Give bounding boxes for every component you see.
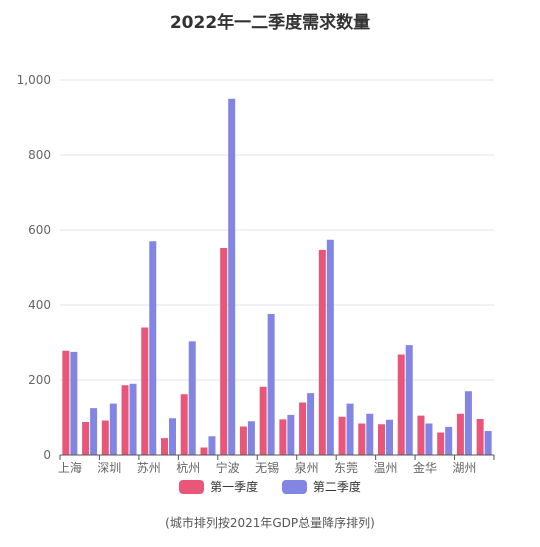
bar-series-2-东莞[interactable] [346, 403, 354, 455]
legend-swatch-series-2 [281, 479, 307, 494]
bar-series-1-东莞[interactable] [338, 416, 346, 455]
bar-series-2-宁波[interactable] [228, 98, 236, 455]
bar-series-2-广州[interactable] [129, 383, 137, 455]
y-axis-ticks: 0 200 400 600 800 1,000 [17, 73, 51, 462]
bar-series-1-金华[interactable] [417, 415, 425, 455]
bar-series-2-湖州[interactable] [464, 391, 472, 455]
bar-series-2-温州[interactable] [386, 419, 393, 455]
bar-series-1-深圳[interactable] [101, 420, 109, 456]
bar-series-2-青岛[interactable] [247, 421, 255, 455]
bar-series-1-泉州[interactable] [299, 402, 307, 456]
legend-item-series-2[interactable]: 第二季度 [281, 478, 361, 495]
x-tick-label: 苏州 [137, 461, 161, 475]
legend: 第一季度 第二季度 [0, 478, 540, 497]
bar-series-2-杭州[interactable] [188, 341, 196, 455]
y-tick-label: 1,000 [17, 73, 51, 87]
bar-series-1-长沙[interactable] [279, 419, 287, 455]
bar-series-1-无锡[interactable] [259, 386, 267, 455]
bar-series-1-苏州[interactable] [141, 327, 149, 456]
bar-series-1-厦门[interactable] [397, 354, 405, 456]
x-tick-label: 无锡 [255, 460, 279, 475]
bar-series-2-苏州[interactable] [149, 241, 157, 455]
y-tick-label: 0 [43, 448, 51, 462]
bar-series-2-无锡[interactable] [267, 314, 275, 455]
y-tick-label: 600 [28, 223, 51, 237]
bar-series-2-深圳[interactable] [109, 403, 117, 455]
bars [62, 98, 492, 456]
bar-series-2-北京[interactable] [90, 408, 98, 455]
bar-series-1-福州[interactable] [358, 423, 366, 456]
x-tick-label: 金华 [413, 460, 437, 475]
bar-series-2-金华[interactable] [425, 423, 433, 456]
bar-series-2-厦门[interactable] [405, 345, 413, 455]
bar-series-1-成都[interactable] [161, 438, 168, 455]
bar-series-1-南京[interactable] [200, 447, 208, 456]
x-tick-label: 温州 [373, 461, 397, 475]
bar-series-1-湖州[interactable] [456, 413, 464, 455]
bar-series-1-北京[interactable] [82, 422, 90, 455]
bar-series-2-长沙[interactable] [287, 414, 295, 455]
bar-series-1-杭州[interactable] [180, 394, 188, 455]
bar-series-1-宁波[interactable] [220, 248, 228, 455]
y-tick-label: 200 [28, 373, 51, 387]
bar-series-1-上海[interactable] [62, 350, 70, 455]
x-axis: 上海 深圳 苏州 杭州 宁波 无锡 泉州 东莞 温州 金华 湖州 [58, 454, 495, 475]
bar-series-2-合肥[interactable] [326, 239, 334, 455]
bar-series-1-嘉兴[interactable] [476, 419, 484, 455]
legend-swatch-series-1 [179, 479, 205, 494]
bar-series-1-青岛[interactable] [239, 426, 247, 456]
bar-series-2-徐州[interactable] [445, 426, 453, 455]
bar-series-2-南京[interactable] [208, 436, 216, 455]
y-tick-label: 400 [28, 298, 51, 312]
x-tick-label: 东莞 [334, 461, 358, 475]
chart-title: 2022年一二季度需求数量 [169, 13, 371, 33]
x-tick-label: 上海 [58, 460, 82, 475]
grid-lines [60, 79, 494, 381]
bar-series-2-嘉兴[interactable] [484, 431, 492, 455]
bar-series-1-徐州[interactable] [437, 432, 445, 456]
bar-series-2-上海[interactable] [70, 351, 78, 455]
x-tick-label: 杭州 [176, 460, 200, 475]
bar-series-2-泉州[interactable] [307, 393, 315, 455]
legend-item-series-1[interactable]: 第一季度 [179, 478, 258, 495]
bar-series-2-福州[interactable] [366, 413, 374, 455]
x-tick-label: 深圳 [97, 461, 121, 475]
x-tick-label: 宁波 [216, 460, 240, 475]
bar-series-1-温州[interactable] [378, 424, 385, 455]
legend-label-series-2: 第二季度 [312, 480, 361, 494]
bar-series-2-成都[interactable] [169, 418, 176, 455]
x-tick-label: 湖州 [452, 460, 476, 475]
bar-series-1-合肥[interactable] [318, 249, 326, 455]
x-tick-label: 泉州 [295, 461, 319, 475]
y-tick-label: 800 [28, 148, 51, 162]
legend-label-series-1: 第一季度 [210, 480, 259, 494]
bar-series-1-广州[interactable] [121, 385, 129, 455]
chart-note: (城市排列按2021年GDP总量降序排列) [165, 516, 375, 530]
